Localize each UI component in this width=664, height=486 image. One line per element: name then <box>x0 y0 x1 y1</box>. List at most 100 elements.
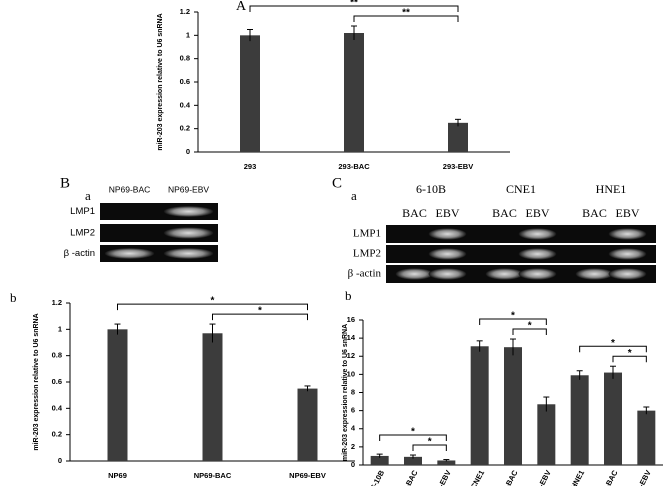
y-axis-label: miR-203 expression relative to U6 snRNA <box>33 313 40 450</box>
bar <box>504 347 522 465</box>
group-label: CNE1 <box>506 182 536 196</box>
gel-band <box>608 248 647 260</box>
panel-label: b <box>10 290 17 305</box>
bar <box>637 410 656 465</box>
bar <box>448 122 468 152</box>
panel-label: B <box>60 175 70 191</box>
significance-bracket <box>212 313 308 321</box>
significance-label: * <box>611 338 615 349</box>
y-axis-label: miR-203 expression relative to U6 snRNA <box>342 324 349 461</box>
y-tick-label: 16 <box>347 315 355 324</box>
y-axis-label: miR-203 expression relative to U6 snRNA <box>157 13 164 150</box>
gel-band <box>608 228 647 240</box>
gel-band <box>428 228 467 240</box>
group-label: 6-10B <box>416 182 446 196</box>
significance-bracket <box>479 318 547 326</box>
significance-label: * <box>211 296 215 307</box>
panel-label: A <box>236 0 247 14</box>
bar <box>370 455 389 465</box>
bar <box>470 346 489 465</box>
significance-label: * <box>528 321 532 332</box>
y-tick-label: 0.2 <box>52 430 62 439</box>
gel-band <box>163 227 214 239</box>
row-label: LMP2 <box>70 228 95 239</box>
y-tick-label: 0.6 <box>52 377 62 386</box>
y-tick-label: 2 <box>351 442 355 451</box>
y-tick-label: 0.4 <box>52 403 63 412</box>
y-tick-label: 1 <box>58 324 62 333</box>
gel-band <box>428 268 467 280</box>
gel-band <box>428 248 467 260</box>
gel-band <box>485 268 524 280</box>
row-label: β -actin <box>64 248 95 259</box>
gel-band <box>518 248 557 260</box>
row-label: β -actin <box>348 268 382 280</box>
x-tick-label: 6-10B-BAC <box>393 468 420 486</box>
x-tick-label: 293-EBV <box>443 162 473 171</box>
group-label: HNE1 <box>596 182 627 196</box>
gel-band <box>575 268 614 280</box>
bar <box>202 333 223 461</box>
y-tick-label: 0.2 <box>180 124 190 133</box>
y-tick-label: 0.4 <box>180 100 191 109</box>
bar <box>604 372 622 465</box>
row-label: LMP1 <box>70 206 95 217</box>
x-tick-label: 293-BAC <box>338 162 370 171</box>
x-tick-label: CNE1-BAC <box>493 468 519 486</box>
lane-label: NP69-BAC <box>109 184 151 194</box>
gel-band <box>395 268 434 280</box>
lane-label: BAC <box>402 206 427 220</box>
significance-bracket <box>117 303 308 311</box>
row-label: LMP1 <box>353 228 381 240</box>
significance-label: * <box>258 306 262 317</box>
significance-label: * <box>428 437 432 448</box>
lane-label: EBV <box>616 206 640 220</box>
subpanel-label: a <box>85 188 91 203</box>
lane-label: BAC <box>582 206 607 220</box>
significance-bracket <box>512 328 547 336</box>
bar <box>437 460 456 465</box>
y-tick-label: 4 <box>351 424 356 433</box>
significance-label: ** <box>402 8 410 19</box>
x-tick-label: CNE1-EBV <box>527 469 553 486</box>
x-tick-label: NP69-BAC <box>194 471 232 480</box>
significance-label: * <box>411 427 415 438</box>
significance-label: * <box>628 348 632 359</box>
significance-bracket <box>579 345 647 353</box>
y-tick-label: 0 <box>186 147 190 156</box>
significance-bracket <box>379 434 447 442</box>
gel-band <box>518 268 557 280</box>
y-tick-label: 0 <box>351 460 355 469</box>
bar <box>107 329 128 461</box>
gel-band <box>608 268 647 280</box>
x-tick-label: NP69 <box>108 471 127 480</box>
significance-label: * <box>511 311 515 322</box>
x-tick-label: HNE1-EBV <box>627 469 653 486</box>
y-tick-label: 0 <box>58 456 62 465</box>
lane-label: BAC <box>492 206 517 220</box>
lane-label: EBV <box>526 206 550 220</box>
y-tick-label: 1.2 <box>52 298 62 307</box>
y-tick-label: 0.8 <box>180 54 190 63</box>
significance-bracket <box>412 444 447 452</box>
gel-band <box>104 248 155 259</box>
x-tick-label: NP69-EBV <box>289 471 326 480</box>
lane-label: EBV <box>436 206 460 220</box>
bar <box>404 456 422 465</box>
gel-band <box>163 248 214 259</box>
x-tick-label: 6-10B-EBV <box>427 469 453 486</box>
y-tick-label: 1 <box>186 30 190 39</box>
x-tick-label: HNE1-BAC <box>593 468 619 486</box>
gel-band <box>163 206 214 217</box>
significance-bracket <box>612 355 647 363</box>
y-tick-label: 10 <box>347 369 355 378</box>
bar <box>297 388 318 461</box>
gel-band <box>518 228 557 240</box>
significance-label: ** <box>350 0 358 9</box>
bar <box>240 35 260 153</box>
panel-label: C <box>332 175 342 191</box>
lane-label: NP69-EBV <box>168 184 209 194</box>
y-tick-label: 6 <box>351 406 355 415</box>
x-tick-label: CNE1 <box>469 469 486 486</box>
